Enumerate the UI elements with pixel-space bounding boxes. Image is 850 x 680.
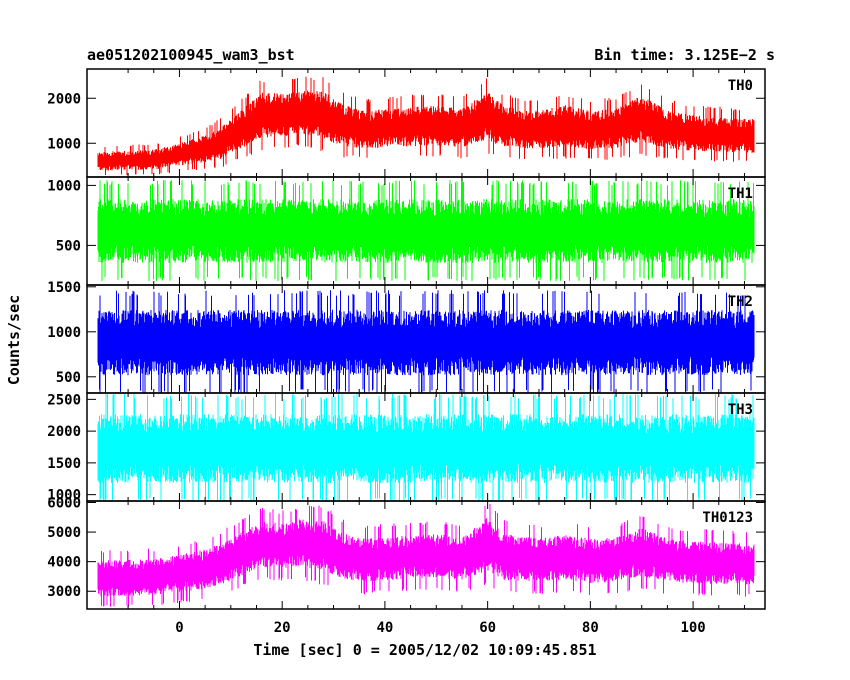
x-tick-label: 80: [582, 620, 599, 636]
y-axis-label: Counts/sec: [5, 295, 23, 385]
y-tick-label: 4000: [47, 555, 81, 571]
y-tick-label: 1000: [47, 488, 81, 504]
y-tick-label: 6000: [47, 495, 81, 511]
panel-th3: 1000 1500 2000 2500 TH3: [47, 392, 766, 504]
y-tick-label: 1000: [47, 325, 81, 341]
panel-frame: [86, 500, 766, 610]
y-tick-label: 2500: [47, 392, 81, 408]
y-tick-label: 2000: [47, 91, 81, 107]
x-tick-label: 20: [274, 620, 291, 636]
x-tick-label: 60: [479, 620, 496, 636]
x-tick-label: 0: [175, 620, 183, 636]
y-tick-label: 3000: [47, 584, 81, 600]
series-th2: [97, 290, 755, 393]
channel-label: TH3: [728, 402, 753, 418]
y-tick-label: 500: [56, 370, 81, 386]
y-tick-label: 500: [56, 238, 81, 254]
y-tick-label: 1500: [47, 280, 81, 296]
channel-label: TH0123: [702, 510, 753, 526]
bin-time-label: Bin time: 3.125E−2 s: [594, 46, 775, 64]
y-tick-label: 1500: [47, 456, 81, 472]
series-th0: [97, 76, 755, 176]
channel-label: TH0: [728, 78, 753, 94]
panel-th2: 500 1000 1500 TH2: [47, 280, 766, 394]
y-tick-label: 5000: [47, 525, 81, 541]
panel-th1: 500 1000 TH1: [47, 176, 766, 286]
panel-th0: 1000 2000 TH0: [47, 68, 766, 178]
chart-title: ae051202100945_wam3_bst: [87, 46, 295, 64]
x-axis-label: Time [sec] 0 = 2005/12/02 10:09:45.851: [253, 641, 596, 659]
x-tick-label: 40: [376, 620, 393, 636]
channel-label: TH2: [728, 294, 753, 310]
channel-label: TH1: [728, 186, 753, 202]
x-tick-label: 100: [680, 620, 705, 636]
series-th0123: [97, 503, 755, 607]
series-th1: [97, 180, 755, 282]
y-tick-label: 1000: [47, 136, 81, 152]
y-tick-label: 2000: [47, 424, 81, 440]
series-th3: [97, 393, 755, 501]
y-tick-label: 1000: [47, 178, 81, 194]
panel-th0123: 3000 4000 5000 6000 TH0123: [47, 495, 766, 610]
